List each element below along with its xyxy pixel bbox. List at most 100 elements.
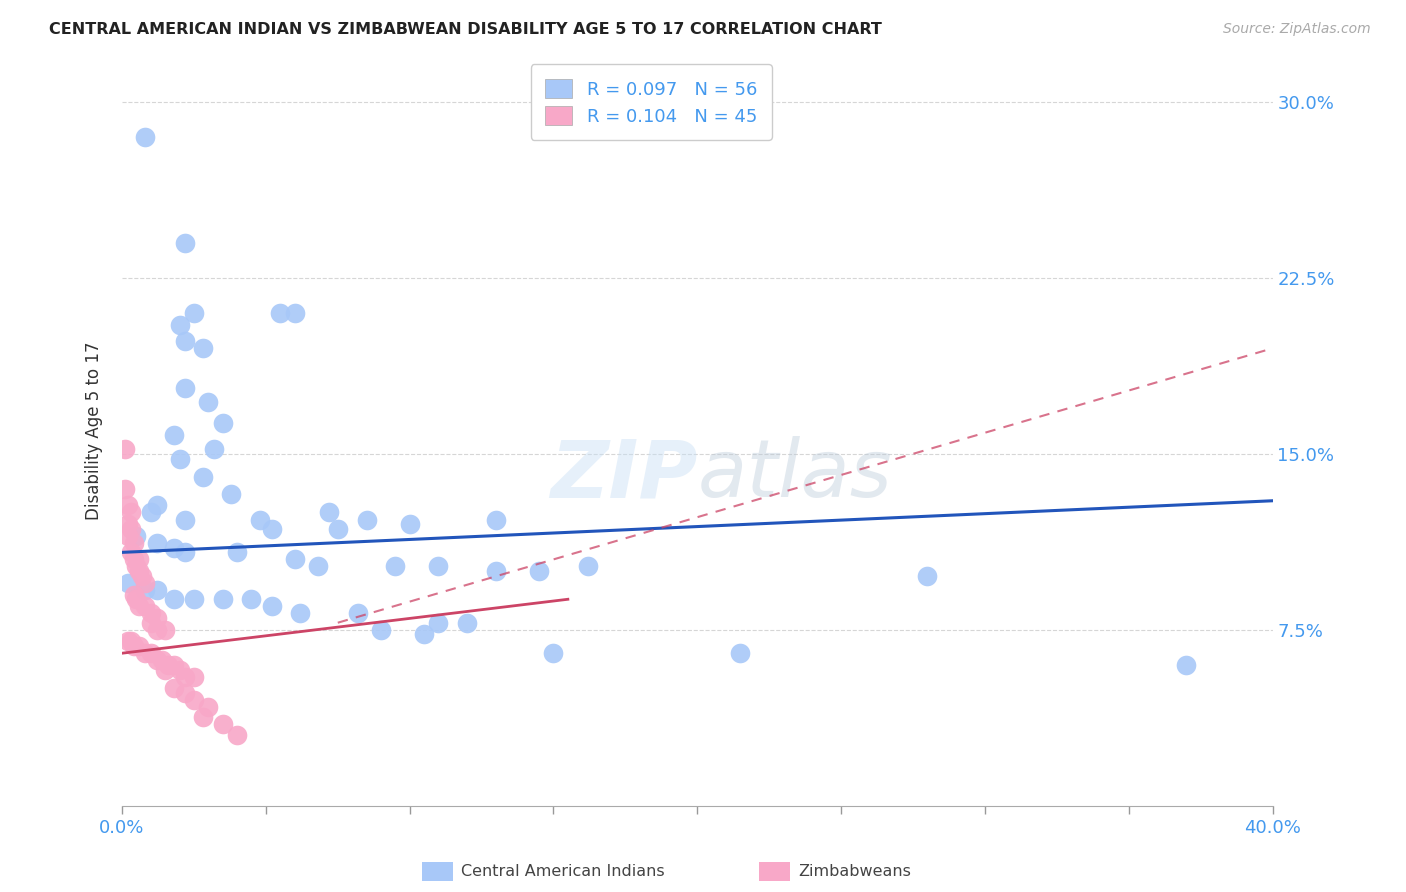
Point bbox=[120, 634, 142, 648]
Point bbox=[163, 541, 186, 555]
Point bbox=[145, 653, 167, 667]
Point bbox=[226, 728, 249, 742]
Point bbox=[211, 417, 233, 431]
Text: Central American Indians: Central American Indians bbox=[461, 864, 665, 879]
Point bbox=[174, 545, 197, 559]
Point bbox=[157, 657, 180, 672]
Point bbox=[318, 506, 340, 520]
Point bbox=[128, 639, 150, 653]
Point bbox=[730, 646, 752, 660]
Point bbox=[226, 545, 249, 559]
Point bbox=[134, 582, 156, 597]
Point bbox=[174, 670, 197, 684]
Point bbox=[284, 306, 307, 320]
Point bbox=[153, 663, 176, 677]
Point bbox=[917, 569, 939, 583]
Point bbox=[543, 646, 565, 660]
Point bbox=[125, 529, 148, 543]
Text: Zimbabweans: Zimbabweans bbox=[799, 864, 911, 879]
Point bbox=[153, 623, 176, 637]
Point bbox=[163, 681, 186, 696]
Point bbox=[183, 670, 205, 684]
Point bbox=[284, 552, 307, 566]
Point bbox=[356, 512, 378, 526]
Point bbox=[249, 512, 271, 526]
Point bbox=[174, 235, 197, 250]
Point bbox=[183, 592, 205, 607]
Point bbox=[134, 599, 156, 614]
Point bbox=[117, 529, 139, 543]
Point bbox=[174, 512, 197, 526]
Point bbox=[290, 607, 312, 621]
Point bbox=[202, 442, 225, 457]
Point bbox=[139, 646, 162, 660]
Point bbox=[370, 623, 392, 637]
Point bbox=[150, 653, 173, 667]
Point bbox=[139, 607, 162, 621]
Point bbox=[169, 663, 191, 677]
Point bbox=[260, 599, 283, 614]
Point bbox=[117, 634, 139, 648]
Point bbox=[413, 627, 436, 641]
Point bbox=[128, 564, 150, 578]
Text: ZIP: ZIP bbox=[550, 436, 697, 515]
Point bbox=[384, 559, 406, 574]
Point bbox=[191, 709, 214, 723]
Point bbox=[139, 506, 162, 520]
Point bbox=[163, 592, 186, 607]
Point bbox=[211, 592, 233, 607]
Point bbox=[163, 428, 186, 442]
Point bbox=[174, 381, 197, 395]
Point bbox=[456, 615, 478, 630]
Y-axis label: Disability Age 5 to 17: Disability Age 5 to 17 bbox=[86, 341, 103, 520]
Point bbox=[326, 522, 349, 536]
Point bbox=[169, 451, 191, 466]
Point bbox=[145, 611, 167, 625]
Point bbox=[117, 575, 139, 590]
Point bbox=[527, 564, 550, 578]
Point bbox=[120, 545, 142, 559]
Point bbox=[169, 318, 191, 332]
Text: atlas: atlas bbox=[697, 436, 891, 515]
Point bbox=[117, 517, 139, 532]
Point bbox=[128, 599, 150, 614]
Point bbox=[183, 693, 205, 707]
Point bbox=[122, 639, 145, 653]
Point bbox=[145, 582, 167, 597]
Point bbox=[427, 559, 450, 574]
Point bbox=[347, 607, 370, 621]
Point bbox=[240, 592, 263, 607]
Text: Source: ZipAtlas.com: Source: ZipAtlas.com bbox=[1223, 22, 1371, 37]
Point bbox=[134, 646, 156, 660]
Point bbox=[125, 559, 148, 574]
Point bbox=[120, 522, 142, 536]
Point bbox=[183, 306, 205, 320]
Point bbox=[125, 592, 148, 607]
Point bbox=[197, 700, 219, 714]
Point bbox=[139, 615, 162, 630]
Point bbox=[131, 569, 153, 583]
Point bbox=[134, 130, 156, 145]
Point bbox=[114, 482, 136, 496]
Point bbox=[120, 506, 142, 520]
Point bbox=[197, 395, 219, 409]
Point bbox=[576, 559, 599, 574]
Point bbox=[221, 487, 243, 501]
Point bbox=[122, 588, 145, 602]
Text: CENTRAL AMERICAN INDIAN VS ZIMBABWEAN DISABILITY AGE 5 TO 17 CORRELATION CHART: CENTRAL AMERICAN INDIAN VS ZIMBABWEAN DI… bbox=[49, 22, 882, 37]
Point bbox=[128, 552, 150, 566]
Point bbox=[163, 657, 186, 672]
Point bbox=[145, 623, 167, 637]
Point bbox=[398, 517, 420, 532]
Point bbox=[114, 442, 136, 457]
Point bbox=[174, 334, 197, 349]
Point bbox=[191, 341, 214, 355]
Point bbox=[485, 564, 508, 578]
Point bbox=[122, 536, 145, 550]
Point bbox=[117, 499, 139, 513]
Point bbox=[211, 716, 233, 731]
Point bbox=[269, 306, 291, 320]
Legend: R = 0.097   N = 56, R = 0.104   N = 45: R = 0.097 N = 56, R = 0.104 N = 45 bbox=[531, 64, 772, 140]
Point bbox=[174, 686, 197, 700]
Point bbox=[427, 615, 450, 630]
